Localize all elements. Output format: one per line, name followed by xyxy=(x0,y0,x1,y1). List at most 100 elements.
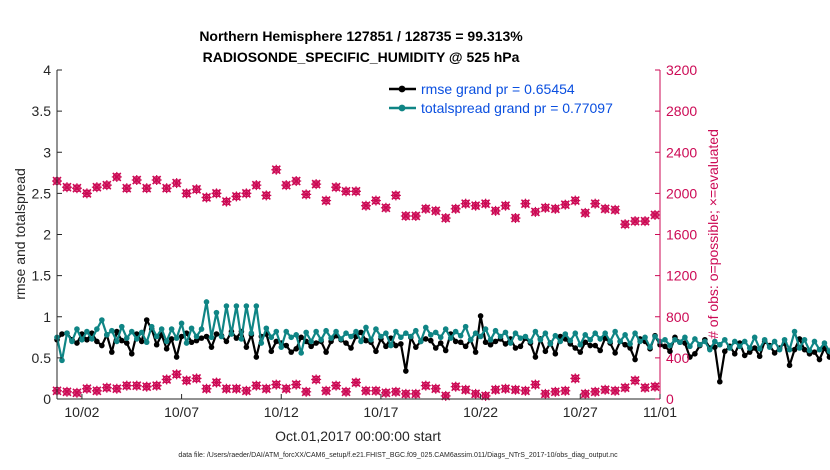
obs-possible-point xyxy=(301,189,312,200)
rmse-series-point xyxy=(632,356,638,363)
totalspread-series-point xyxy=(612,328,618,335)
obs-possible-point xyxy=(380,202,391,213)
totalspread-series-point xyxy=(477,333,484,340)
obs-evaluated-point xyxy=(201,383,212,394)
totalspread-series-point xyxy=(69,338,75,345)
totalspread-series-point xyxy=(776,346,783,353)
obs-possible-point xyxy=(430,205,441,216)
totalspread-series-point xyxy=(178,320,185,327)
totalspread-series-point xyxy=(313,328,319,335)
obs-evaluated-point xyxy=(370,385,381,396)
totalspread-series-point xyxy=(84,328,90,335)
rmse-series-point xyxy=(288,349,295,355)
obs-possible-point xyxy=(151,175,162,186)
rmse-series-point xyxy=(627,345,633,351)
rmse-series-point xyxy=(492,338,499,345)
obs-possible-point xyxy=(351,186,362,197)
totalspread-series-point xyxy=(761,336,768,343)
totalspread-series-point xyxy=(109,327,115,334)
rmse-series-point xyxy=(512,345,519,351)
rmse-series-point xyxy=(118,337,125,344)
totalspread-series-point xyxy=(383,330,389,337)
rmse-series-point xyxy=(462,343,469,350)
totalspread-series-point xyxy=(677,339,683,346)
totalspread-series-point xyxy=(213,309,220,316)
totalspread-series-point xyxy=(413,327,419,334)
obs-evaluated-point xyxy=(271,379,282,390)
totalspread-series-point xyxy=(457,332,464,339)
obs-possible-point xyxy=(440,213,451,224)
obs-evaluated-point xyxy=(430,383,441,394)
obs-possible-point xyxy=(460,198,471,209)
chart-title: Northern Hemisphere 127851 / 128735 = 99… xyxy=(199,28,523,44)
obs-possible-point xyxy=(341,186,352,197)
x-tick-label: 10/22 xyxy=(463,404,498,420)
totalspread-series-point xyxy=(721,336,728,343)
totalspread-series-point xyxy=(268,334,275,341)
totalspread-series-point xyxy=(697,341,703,348)
rmse-series-point xyxy=(143,317,150,323)
obs-possible-point xyxy=(231,191,242,202)
obs-possible-point xyxy=(121,183,132,194)
totalspread-series-point xyxy=(582,332,589,338)
rmse-series-point xyxy=(168,336,175,342)
obs-possible-point xyxy=(550,203,561,214)
y2-tick-label: 800 xyxy=(666,309,690,325)
rmse-series-point xyxy=(398,341,404,347)
obs-possible-point xyxy=(620,219,631,230)
obs-evaluated-point xyxy=(600,384,611,395)
rmse-series-point xyxy=(816,356,823,363)
y-tick-label: 4 xyxy=(43,62,51,78)
rmse-series-point xyxy=(667,348,673,355)
obs-evaluated-point xyxy=(560,385,571,396)
rmse-series-point xyxy=(422,336,429,342)
totalspread-series-point xyxy=(816,346,823,353)
obs-possible-point xyxy=(251,180,262,191)
rmse-series-point xyxy=(712,344,718,350)
totalspread-series-point xyxy=(368,336,374,343)
obs-evaluated-point xyxy=(171,369,182,380)
y2-axis-label: # of obs: o=possible; ×=evaluated xyxy=(705,129,721,339)
rmse-series-point xyxy=(208,344,215,350)
totalspread-series-point xyxy=(188,325,195,332)
totalspread-series-point xyxy=(128,328,135,335)
rmse-series-point xyxy=(746,349,753,355)
rmse-series-point xyxy=(477,313,484,319)
data-file-footer: data file: /Users/raeder/DAI/ATM_forcXX/… xyxy=(178,452,618,459)
totalspread-series-point xyxy=(114,338,120,345)
totalspread-series-point xyxy=(726,345,733,351)
totalspread-series-point xyxy=(482,326,489,332)
y2-tick-label: 400 xyxy=(666,350,690,366)
series-layer xyxy=(52,164,830,401)
obs-evaluated-point xyxy=(251,380,262,391)
y-tick-label: 1.5 xyxy=(32,268,52,284)
totalspread-series-point xyxy=(228,331,235,337)
rmse-series-point xyxy=(223,338,230,345)
totalspread-series-point xyxy=(746,345,753,351)
totalspread-series-point xyxy=(806,347,813,354)
totalspread-series-point xyxy=(537,336,544,343)
rmse-series-point xyxy=(74,340,80,346)
obs-evaluated-point xyxy=(640,382,651,393)
rmse-series-point xyxy=(293,346,300,352)
obs-evaluated-point xyxy=(351,377,362,388)
y2-tick-label: 2400 xyxy=(666,144,697,160)
rmse-series-point xyxy=(283,342,290,349)
rmse-series-point xyxy=(811,349,818,355)
totalspread-series-point xyxy=(587,336,594,343)
totalspread-series-point xyxy=(432,329,439,336)
totalspread-series-point xyxy=(527,338,534,345)
obs-possible-point xyxy=(410,210,421,221)
rmse-series-point xyxy=(128,350,135,357)
rmse-series-point xyxy=(587,342,594,349)
rmse-series-point xyxy=(457,339,464,346)
rmse-series-point xyxy=(233,335,240,341)
totalspread-series-point xyxy=(801,336,808,343)
legend-spread-label: totalspread grand pr = 0.77097 xyxy=(421,100,613,116)
totalspread-series-point xyxy=(467,336,474,343)
y2-tick-label: 0 xyxy=(666,391,674,407)
x-axis-label: Oct.01,2017 00:00:00 start xyxy=(275,428,441,444)
totalspread-series-point xyxy=(148,323,155,330)
obs-possible-point xyxy=(131,175,142,186)
